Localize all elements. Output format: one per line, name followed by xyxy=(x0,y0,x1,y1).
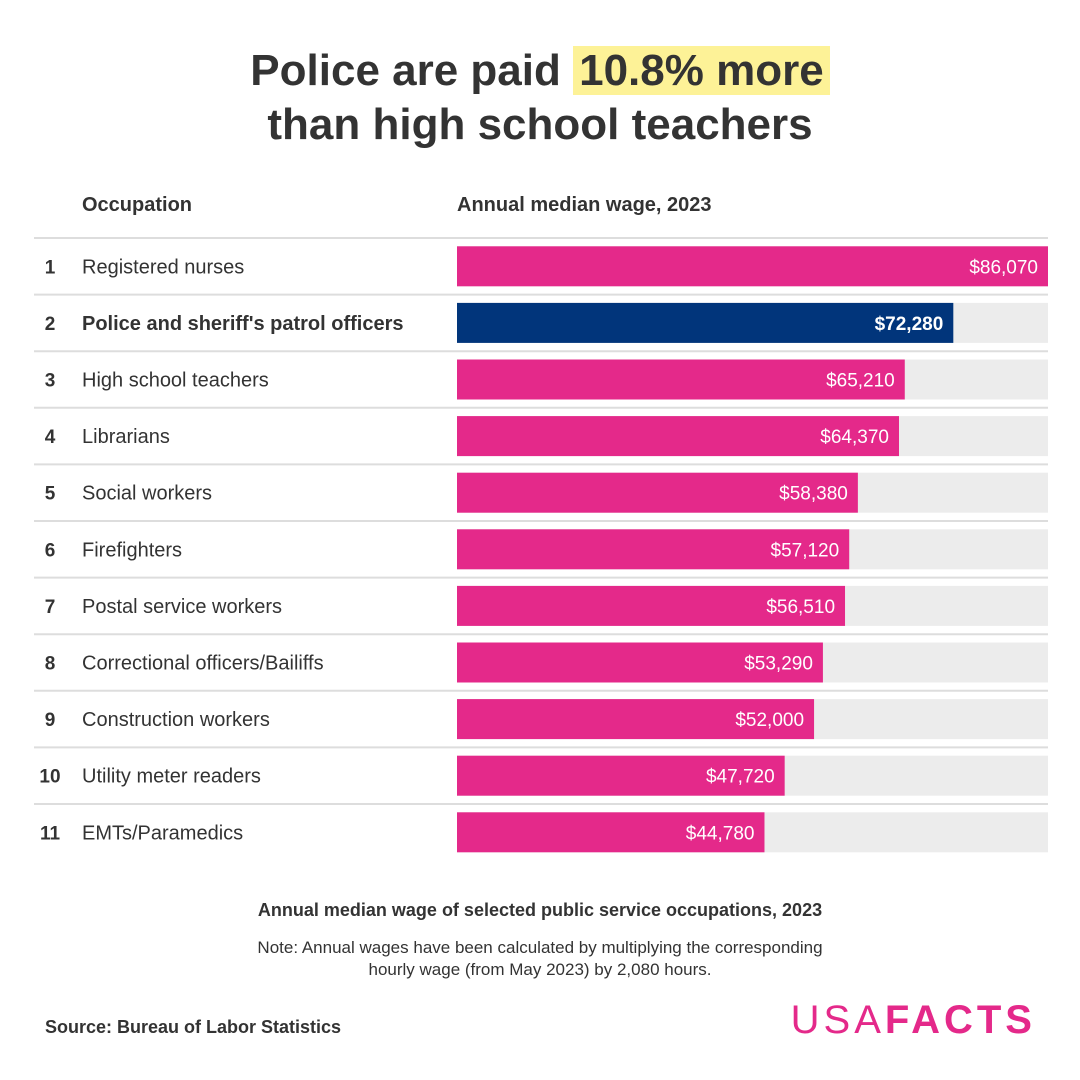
row-label: Construction workers xyxy=(82,709,270,731)
row-label: Librarians xyxy=(82,426,170,448)
row-label: High school teachers xyxy=(82,370,269,392)
row-rank: 3 xyxy=(45,371,56,392)
row-rank: 10 xyxy=(39,767,60,788)
bar-value-label: $72,280 xyxy=(875,314,944,335)
bar xyxy=(457,642,823,683)
bar-value-label: $53,290 xyxy=(744,654,813,675)
bar xyxy=(457,472,858,513)
bar xyxy=(457,302,954,343)
row-rank: 5 xyxy=(45,484,56,505)
bar-value-label: $64,370 xyxy=(820,427,889,448)
chart-note: Note: Annual wages have been calculated … xyxy=(257,938,823,979)
row-rank: 11 xyxy=(40,823,61,844)
row-label: Utility meter readers xyxy=(82,766,261,788)
bar xyxy=(457,416,899,457)
logo-facts: FACTS xyxy=(884,998,1036,1042)
usafacts-logo: USAFACTS xyxy=(791,998,1036,1043)
row-label: Correctional officers/Bailiffs xyxy=(82,653,324,675)
column-header-wage: Annual median wage, 2023 xyxy=(457,194,712,216)
row-rank: 2 xyxy=(45,314,56,335)
chart-subtitle: Annual median wage of selected public se… xyxy=(257,900,823,920)
bar-value-label: $58,380 xyxy=(779,484,848,505)
chart-title: Police are paid 10.8% more than high sch… xyxy=(0,44,1080,152)
row-rank: 1 xyxy=(45,257,56,278)
logo-usa: USA xyxy=(790,998,885,1042)
row-rank: 8 xyxy=(45,654,56,675)
bar-value-label: $65,210 xyxy=(826,371,895,392)
title-highlight: 10.8% more xyxy=(573,46,830,95)
bar xyxy=(457,246,1048,287)
bar-value-label: $52,000 xyxy=(735,710,804,731)
source-text: Source: Bureau of Labor Statistics xyxy=(45,1017,342,1037)
bar xyxy=(457,755,785,796)
bar-value-label: $57,120 xyxy=(771,540,840,561)
row-label: Postal service workers xyxy=(82,596,282,618)
column-header-occupation: Occupation xyxy=(82,194,193,216)
bar xyxy=(457,359,905,400)
row-rank: 9 xyxy=(45,710,56,731)
bar-value-label: $47,720 xyxy=(706,767,775,788)
bar-value-label: $44,780 xyxy=(686,823,755,844)
bar-value-label: $56,510 xyxy=(766,597,835,618)
row-label: Firefighters xyxy=(82,539,182,561)
bar xyxy=(457,699,815,740)
bar-value-label: $86,070 xyxy=(969,257,1038,278)
row-rank: 6 xyxy=(45,540,56,561)
row-label: Registered nurses xyxy=(82,256,244,278)
title-line2: than high school teachers xyxy=(267,100,813,149)
row-rank: 4 xyxy=(45,427,56,448)
row-label: Social workers xyxy=(82,483,212,505)
bar xyxy=(457,812,765,853)
bar-chart: 1 Registered nurses $86,070 2 Police and she… xyxy=(34,237,1048,853)
bar xyxy=(457,585,846,626)
row-label: Police and sheriff's patrol officers xyxy=(82,313,404,335)
row-rank: 7 xyxy=(45,597,56,618)
row-label: EMTs/Paramedics xyxy=(82,822,243,844)
title-prefix: Police are paid xyxy=(250,46,574,95)
bar xyxy=(457,529,850,570)
